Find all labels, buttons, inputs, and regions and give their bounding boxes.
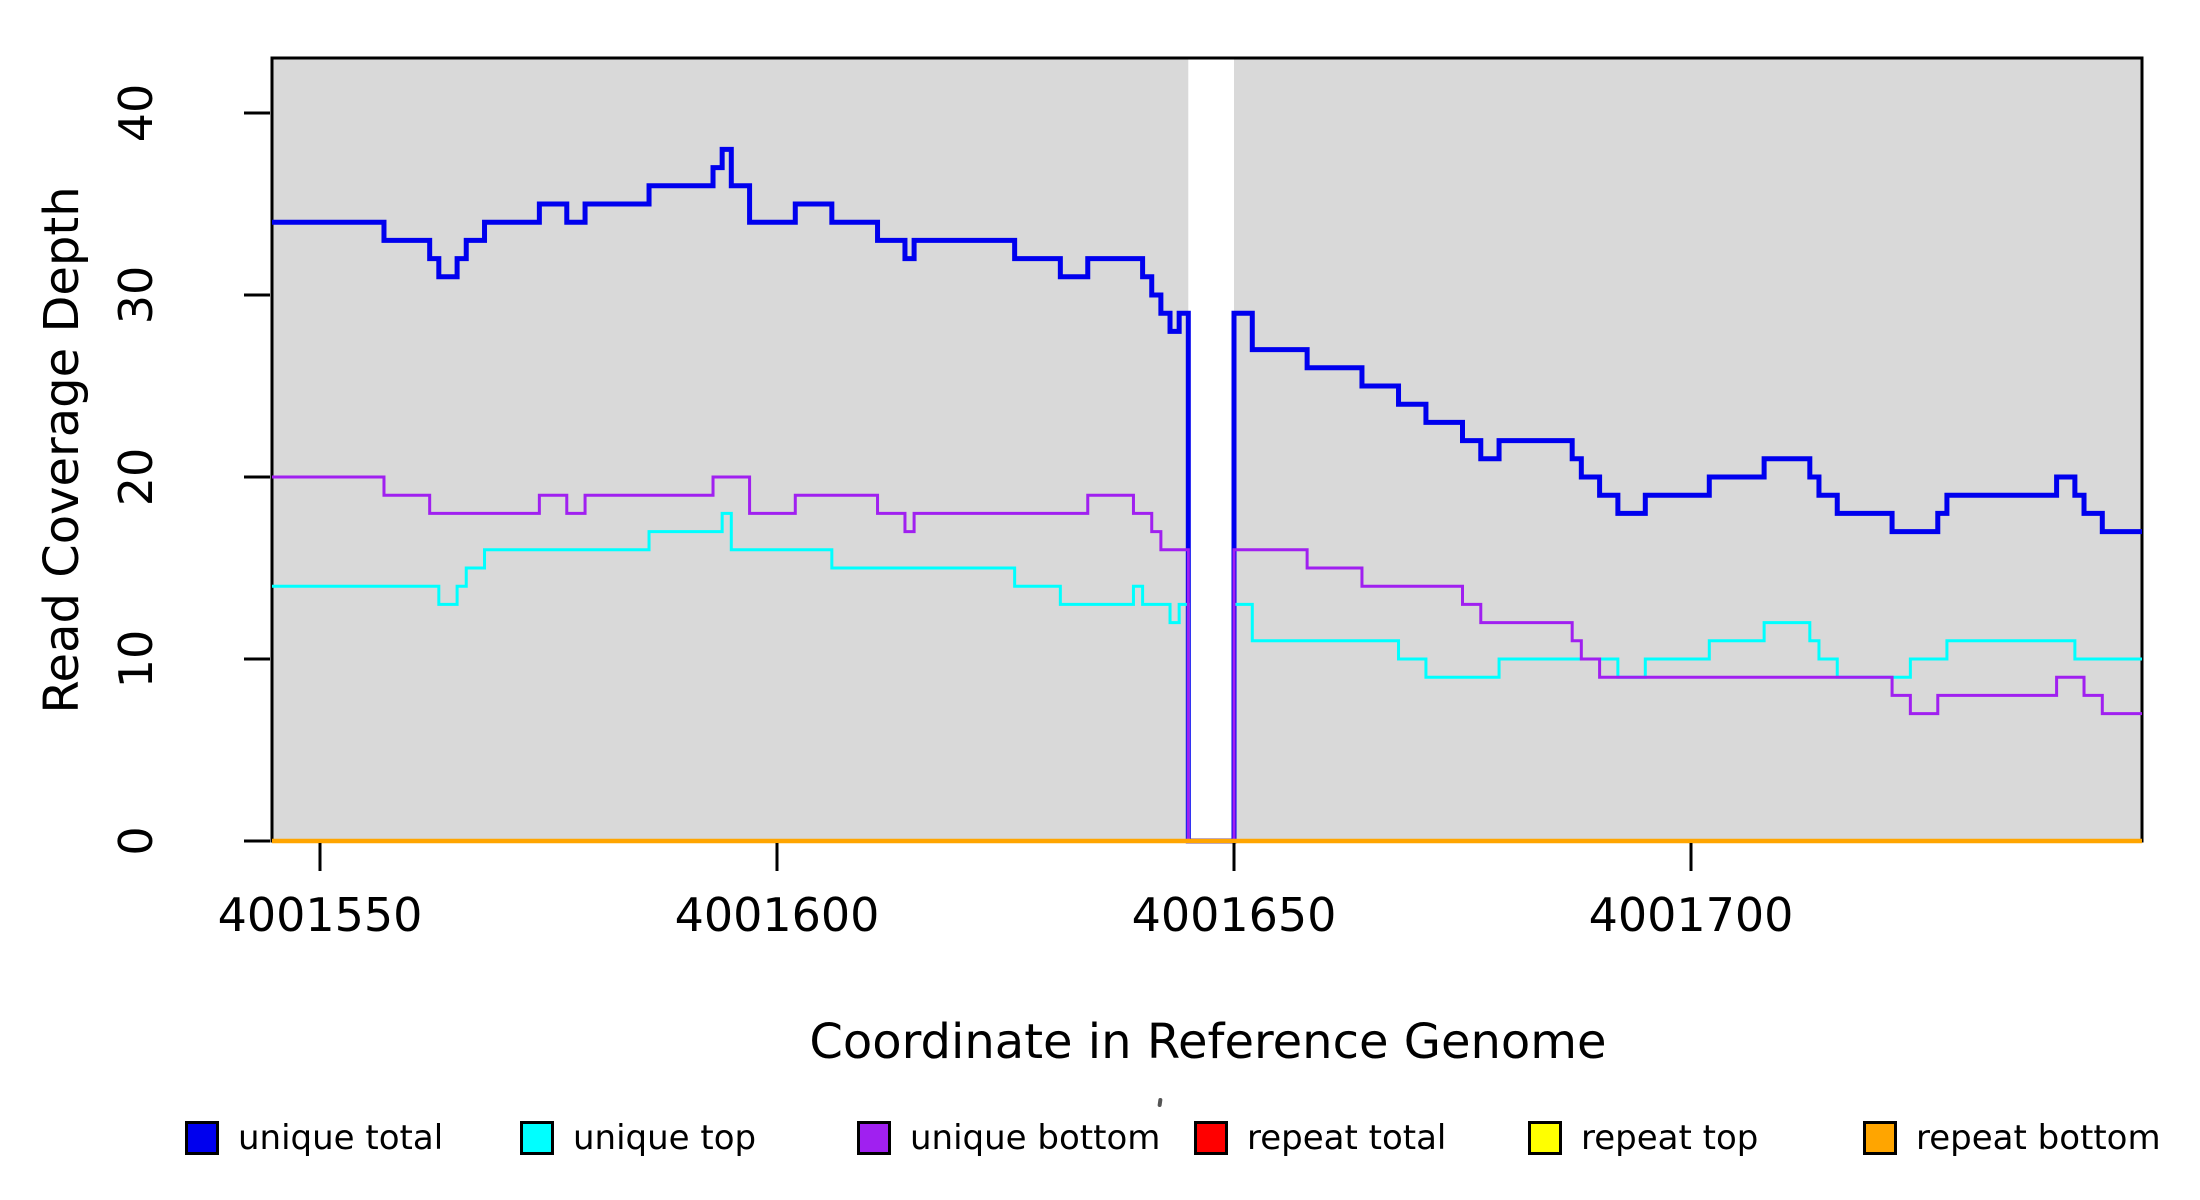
- legend-swatch-icon: [1863, 1121, 1897, 1155]
- legend-swatch-icon: [1194, 1121, 1228, 1155]
- legend-item-label: unique total: [238, 1118, 444, 1158]
- legend-item-label: repeat total: [1247, 1118, 1447, 1158]
- repeat-region-band: [1188, 58, 1234, 841]
- legend-item-unique-top: unique top: [520, 1112, 756, 1164]
- x-tick-label: 4001650: [1131, 888, 1337, 942]
- y-tick-label: 10: [109, 629, 163, 689]
- x-tick-label: 4001600: [674, 888, 880, 942]
- legend-item-label: repeat top: [1581, 1118, 1759, 1158]
- legend-item-repeat-top: repeat top: [1528, 1112, 1758, 1164]
- legend-swatch-icon: [520, 1121, 554, 1155]
- chart-legend: unique total unique top unique bottom repea…: [0, 1112, 2200, 1172]
- x-axis-title: Coordinate in Reference Genome: [809, 1014, 1607, 1070]
- y-tick-label: 40: [109, 83, 163, 143]
- legend-item-repeat-total: repeat total: [1194, 1112, 1446, 1164]
- y-tick-label: 0: [109, 826, 163, 856]
- legend-item-label: unique top: [573, 1118, 757, 1158]
- series-line-unique-bottom: [272, 475, 2142, 843]
- legend-item-label: unique bottom: [910, 1118, 1161, 1158]
- legend-item-label: repeat bottom: [1916, 1118, 2161, 1158]
- x-tick-label: 4001550: [217, 888, 423, 942]
- y-tick-label: 20: [109, 447, 163, 507]
- legend-item-unique-total: unique total: [185, 1112, 443, 1164]
- series-line-unique-total: [272, 146, 2142, 844]
- legend-item-unique-bottom: unique bottom: [857, 1112, 1160, 1164]
- x-tick-label: 4001700: [1588, 888, 1794, 942]
- legend-swatch-icon: [857, 1121, 891, 1155]
- legend-swatch-icon: [1528, 1121, 1562, 1155]
- y-tick-label: 30: [109, 265, 163, 325]
- legend-item-repeat-bottom: repeat bottom: [1863, 1112, 2161, 1164]
- legend-swatch-icon: [185, 1121, 219, 1155]
- y-axis-title: Read Coverage Depth: [34, 186, 90, 714]
